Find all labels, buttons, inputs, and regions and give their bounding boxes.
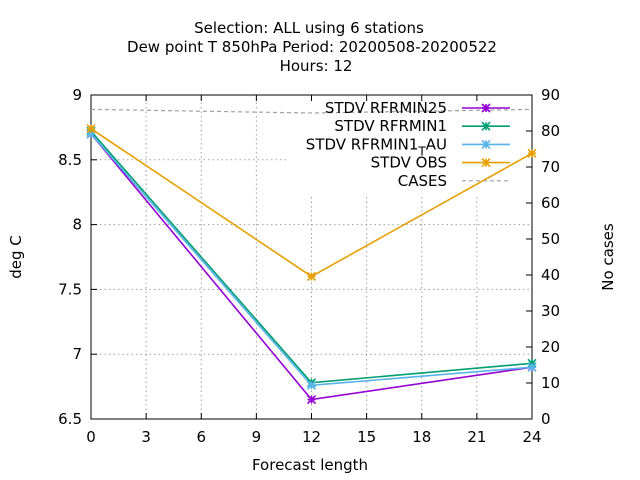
legend-entry: STDV OBS bbox=[371, 154, 510, 172]
series-4 bbox=[90, 108, 533, 114]
y2-tick-label: 60 bbox=[541, 194, 560, 212]
x-tick-label: 3 bbox=[141, 428, 151, 446]
y2-axis-label: No cases bbox=[599, 223, 617, 291]
title-line-2: Dew point T 850hPa Period: 20200508-2020… bbox=[127, 38, 497, 56]
legend-entry: STDV RFRMIN1TAU bbox=[306, 135, 510, 158]
data-point bbox=[306, 380, 317, 390]
series-3 bbox=[86, 124, 537, 282]
y2-tick-label: 80 bbox=[541, 122, 560, 140]
title-line-3: Hours: 12 bbox=[280, 57, 353, 75]
x-tick-label: 9 bbox=[252, 428, 262, 446]
legend-marker bbox=[481, 158, 491, 168]
x-tick-label: 24 bbox=[522, 428, 541, 446]
y2-tick-label: 10 bbox=[541, 374, 560, 392]
y2-tick-label: 30 bbox=[541, 302, 560, 320]
data-point bbox=[527, 362, 537, 372]
y-tick-label: 6.5 bbox=[58, 410, 82, 428]
x-tick-label: 18 bbox=[412, 428, 431, 446]
data-point bbox=[306, 394, 317, 405]
y-tick-label: 8 bbox=[72, 216, 82, 234]
y2-tick-label: 70 bbox=[541, 158, 560, 176]
legend-label: CASES bbox=[398, 172, 447, 190]
y-axis-ticks: 6.5 7 7.5 8 8.5 9 bbox=[58, 86, 97, 428]
legend-label: STDV RFRMIN1 bbox=[334, 117, 447, 135]
legend-entry: STDV RFRMIN25 bbox=[325, 99, 510, 117]
series-layer bbox=[86, 108, 537, 405]
y2-tick-label: 0 bbox=[541, 410, 551, 428]
legend-marker bbox=[481, 103, 491, 113]
x-axis-label: Forecast length bbox=[252, 456, 368, 474]
data-point bbox=[527, 148, 537, 158]
chart-title: Selection: ALL using 6 stations Dew poin… bbox=[127, 19, 497, 75]
legend-marker bbox=[481, 139, 491, 149]
x-tick-label: 21 bbox=[467, 428, 486, 446]
y-tick-label: 8.5 bbox=[58, 151, 82, 169]
data-point bbox=[86, 124, 96, 134]
y2-tick-label: 40 bbox=[541, 266, 560, 284]
legend-marker bbox=[481, 121, 491, 131]
y-tick-label: 7 bbox=[72, 345, 82, 363]
legend-entry: STDV RFRMIN1 bbox=[334, 117, 510, 135]
legend-label: STDV RFRMIN1TAU bbox=[306, 135, 447, 158]
y2-tick-label: 90 bbox=[541, 86, 560, 104]
legend-entry: CASES bbox=[398, 172, 510, 190]
x-tick-label: 15 bbox=[357, 428, 376, 446]
x-tick-label: 0 bbox=[86, 428, 96, 446]
x-tick-label: 12 bbox=[302, 428, 321, 446]
y-tick-label: 7.5 bbox=[58, 280, 82, 298]
y2-axis-ticks: 0 10 20 30 40 50 60 70 80 90 bbox=[526, 86, 560, 428]
x-tick-label: 6 bbox=[196, 428, 206, 446]
legend-label: STDV RFRMIN25 bbox=[325, 99, 447, 117]
series-line bbox=[90, 133, 533, 387]
series-2 bbox=[86, 129, 537, 390]
y2-tick-label: 20 bbox=[541, 338, 560, 356]
title-line-1: Selection: ALL using 6 stations bbox=[194, 19, 424, 37]
x-axis-ticks: 0 3 6 9 12 15 18 21 24 bbox=[86, 95, 542, 446]
y2-tick-label: 50 bbox=[541, 230, 560, 248]
y-axis-label: deg C bbox=[7, 235, 25, 279]
data-point bbox=[306, 271, 317, 282]
series-line bbox=[90, 108, 533, 114]
legend-label: STDV OBS bbox=[371, 154, 447, 172]
data-point bbox=[86, 129, 96, 139]
y-tick-label: 9 bbox=[72, 86, 82, 104]
